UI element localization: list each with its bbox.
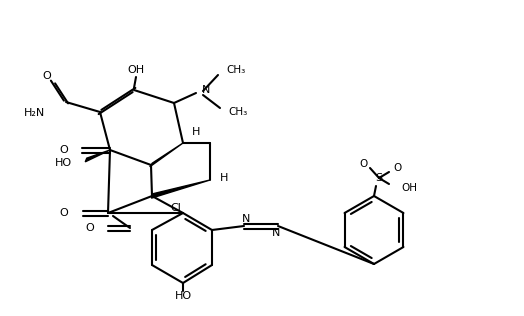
Text: N: N [272,228,280,238]
Text: HO: HO [174,291,192,301]
Text: O: O [85,223,94,233]
Polygon shape [85,150,110,162]
Text: Cl: Cl [170,203,181,213]
Text: N: N [242,214,250,224]
Text: OH: OH [401,183,417,193]
Text: H: H [220,173,228,183]
Text: H₂N: H₂N [24,108,45,118]
Text: O: O [394,163,402,173]
Text: CH₃: CH₃ [228,107,247,117]
Text: HO: HO [55,158,72,168]
Text: S: S [375,173,383,183]
Text: N: N [202,85,210,95]
Text: CH₃: CH₃ [226,65,245,75]
Polygon shape [150,143,183,167]
Text: O: O [359,159,367,169]
Text: H: H [192,127,200,137]
Text: O: O [59,145,68,155]
Text: OH: OH [127,65,145,75]
Text: O: O [59,208,68,218]
Polygon shape [151,180,210,198]
Text: O: O [42,71,51,81]
